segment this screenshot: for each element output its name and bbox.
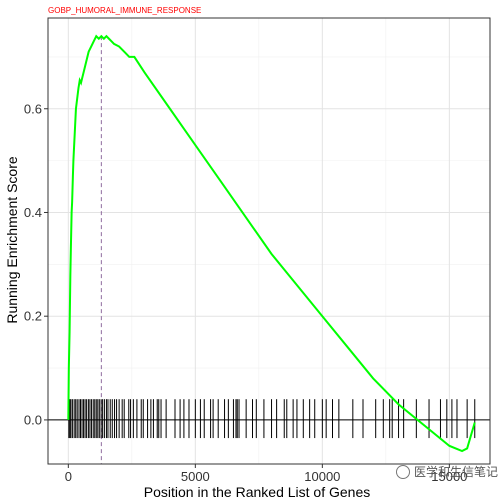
x-tick-label: 10000: [304, 469, 340, 484]
watermark-text: 医学和生信笔记: [413, 465, 498, 479]
y-axis-title: Running Enrichment Score: [4, 156, 20, 324]
x-axis-title: Position in the Ranked List of Genes: [144, 484, 370, 500]
y-tick-label: 0.6: [24, 101, 42, 116]
chart-title: GOBP_HUMORAL_IMMUNE_RESPONSE: [48, 6, 201, 15]
plot-panel: [47, 17, 491, 465]
x-tick-label: 0: [65, 469, 72, 484]
minor-gridlines: [48, 18, 490, 464]
y-axis-ticks: 0.0 0.2 0.4 0.6: [24, 101, 48, 427]
x-tick-label: 15000: [431, 469, 467, 484]
gene-hit-ticks: [68, 399, 476, 439]
y-tick-label: 0.2: [24, 309, 42, 324]
wechat-icon: [395, 464, 410, 479]
enrichment-score-curve: [67, 34, 476, 453]
y-tick-label: 0.0: [24, 412, 42, 427]
x-axis-ticks: 0 5000 10000 15000: [65, 464, 467, 484]
watermark: 医学和生信笔记: [395, 463, 498, 480]
plot-panel-border: [47, 17, 491, 465]
x-tick-label: 5000: [181, 469, 210, 484]
y-tick-label: 0.4: [24, 205, 42, 220]
